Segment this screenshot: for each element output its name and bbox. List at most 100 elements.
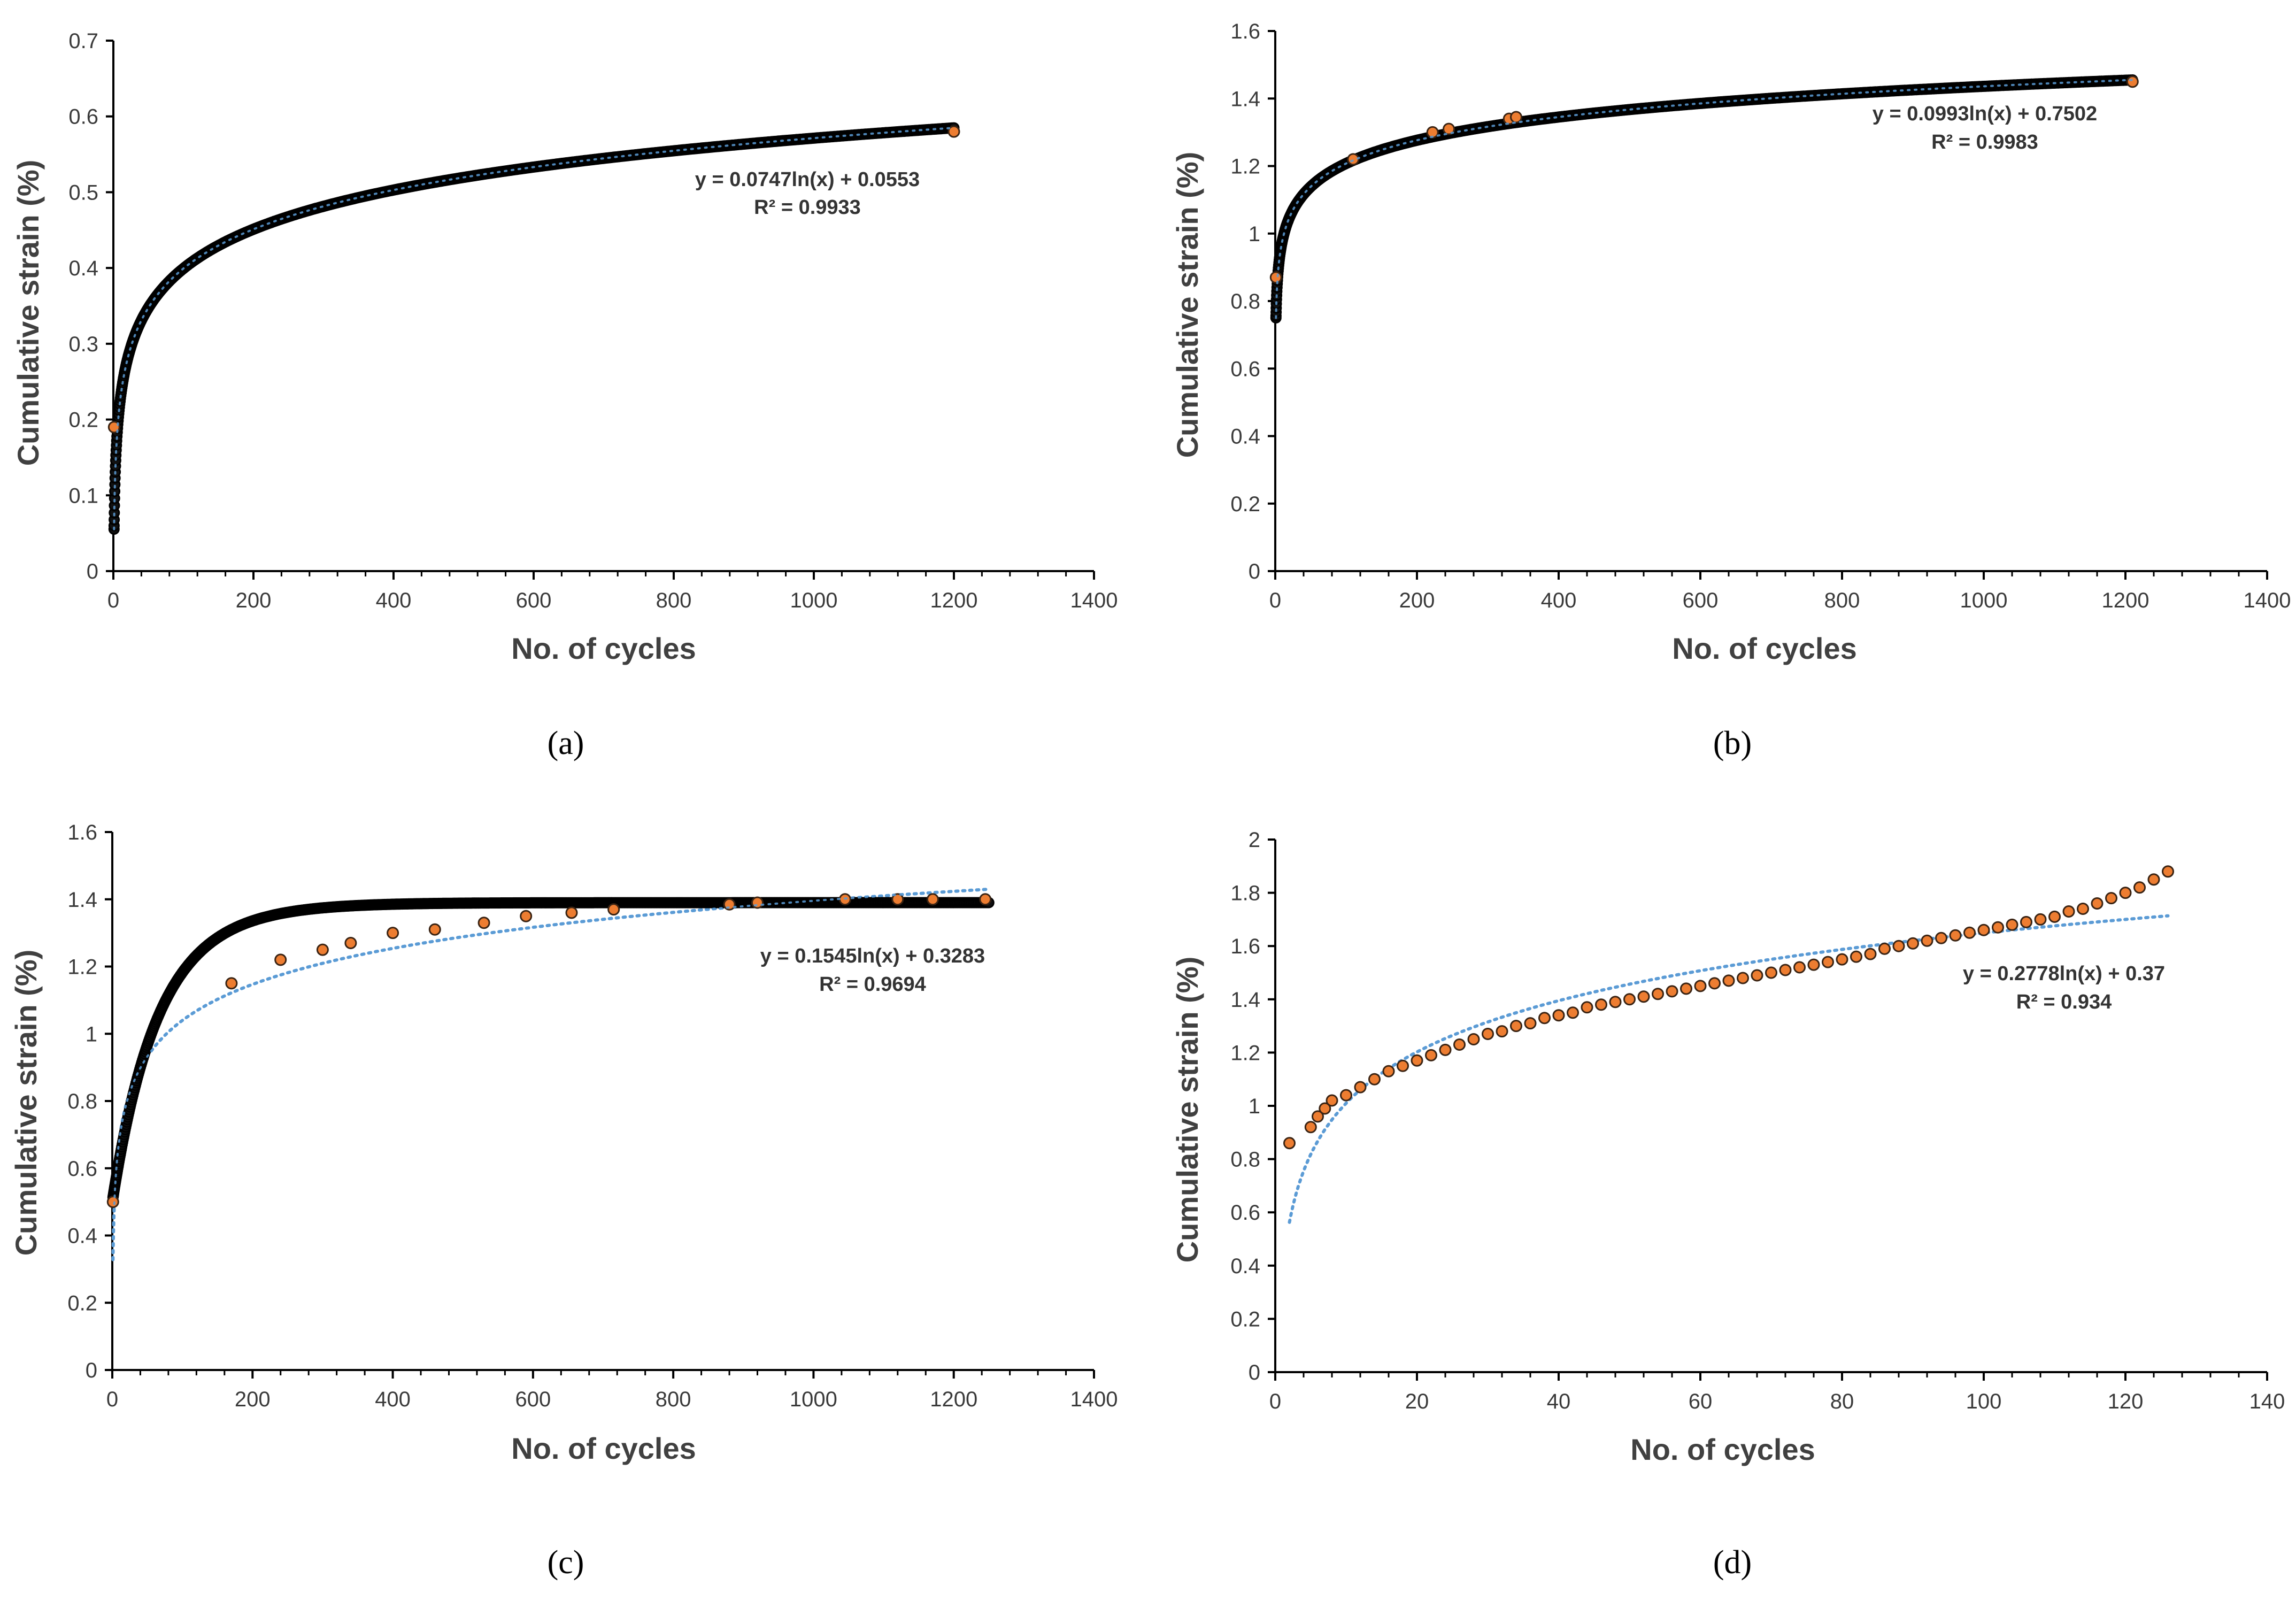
y-tick-label: 1 [86,1022,97,1046]
y-axis-title: Cumulative strain (%) [9,950,43,1256]
chart-panel-c: 0 0.2 0.4 0.6 0.8 1 1.2 1.4 1.6 0 200 400 600 800 1000… [9,821,1118,1581]
y-tick-label: 0.8 [67,1090,97,1113]
data-point [1609,996,1622,1009]
y-tick-label: 0.6 [68,105,98,129]
data-point [1411,1054,1423,1067]
y-tick-label: 0.2 [67,1291,97,1315]
r-squared: R² = 0.9983 [1931,131,2038,153]
data-point [1347,153,1360,166]
y-tick-label: 1.6 [1230,20,1260,43]
data-point [926,893,939,906]
x-tick-label: 200 [236,589,272,612]
y-tick-label: 1 [1249,1095,1260,1118]
trendline-equation: y = 0.0747ln(x) + 0.0553 [695,168,920,191]
data-point [947,125,960,138]
data-point [751,896,764,909]
data-point [1652,988,1664,1000]
y-axis-title: Cumulative strain (%) [1170,957,1204,1263]
y-tick-label: 0 [1249,560,1260,583]
y-tick-label: 1.2 [1230,155,1260,179]
y-axis-title: Cumulative strain (%) [11,160,45,466]
data-point [1482,1028,1494,1040]
y-tick-label: 0.6 [67,1157,97,1181]
y-tick-label: 0.1 [68,484,98,507]
y-tick-label: 1.4 [1230,988,1260,1012]
x-tick-label: 800 [1824,589,1860,612]
data-point [1397,1059,1409,1072]
r-squared: R² = 0.934 [2016,991,2112,1013]
x-tick-label: 0 [1269,1390,1281,1413]
data-point [1694,980,1707,992]
x-tick-label: 600 [516,589,552,612]
x-tick-label: 600 [1683,589,1719,612]
y-tick-label: 0.2 [1230,492,1260,516]
x-tick-label: 100 [1966,1390,2002,1413]
x-tick-label: 1000 [790,1388,837,1411]
y-tick-label: 2 [1249,828,1260,852]
data-point [1807,958,1820,971]
data-point [428,923,441,936]
x-tick-label: 40 [1547,1390,1571,1413]
x-tick-label: 1200 [2102,589,2149,612]
y-tick-label: 1.8 [1230,882,1260,905]
data-point [1878,942,1891,955]
x-tick-label: 20 [1405,1390,1429,1413]
y-tick-label: 0 [1249,1361,1260,1384]
data-point [1453,1038,1466,1051]
data-point [1312,1110,1324,1123]
data-point [1907,937,1919,950]
data-point [106,1196,119,1209]
data-point [2048,910,2061,923]
data-point [1822,956,1834,968]
panel-caption-c: (c) [548,1544,584,1581]
chart-panel-a: 0 0.1 0.2 0.3 0.4 0.5 0.6 0.7 0 200 400 600 800 1000 1… [11,29,1118,761]
data-point [1340,1089,1352,1102]
x-tick-label: 0 [1269,589,1281,612]
data-point [1510,111,1522,124]
data-point [979,893,992,906]
data-point [1949,929,1962,942]
y-tick-label: 0.4 [67,1225,97,1248]
y-tick-label: 0.2 [1230,1307,1260,1331]
y-tick-label: 1.2 [1230,1041,1260,1065]
data-point [1538,1012,1551,1025]
y-tick-label: 0.5 [68,181,98,204]
x-tick-label: 60 [1689,1390,1713,1413]
x-tick-label: 400 [1541,589,1577,612]
data-point [1269,271,1282,284]
x-tick-label: 1200 [930,589,978,612]
data-point [1304,1121,1317,1134]
data-point [2105,892,2117,905]
x-axis-title: No. of cycles [511,1431,696,1465]
data-point [1836,953,1848,966]
data-point [2119,887,2132,899]
data-point [1977,923,1990,936]
x-tick-label: 1400 [1070,589,1118,612]
x-tick-label: 1400 [2244,589,2291,612]
y-tick-label: 0.4 [68,257,98,280]
data-point [1319,1102,1331,1115]
data-point [1552,1009,1565,1022]
data-point [1425,1049,1437,1061]
data-point [891,893,904,906]
trendline [1288,914,2170,1224]
data-point [477,917,490,929]
data-point [1623,993,1636,1006]
data-point [2133,881,2146,894]
data-point [2162,865,2174,878]
panel-caption-b: (b) [1713,725,1752,761]
x-tick-label: 0 [107,589,119,612]
x-tick-label: 800 [656,1388,691,1411]
data-point [1708,977,1721,990]
trendline-equation: y = 0.0993ln(x) + 0.7502 [1873,103,2097,125]
x-tick-label: 400 [376,589,412,612]
y-tick-label: 0.7 [68,29,98,53]
y-tick-label: 0.4 [1230,425,1260,449]
r-squared: R² = 0.9694 [819,973,926,996]
y-tick-label: 1.4 [1230,87,1260,111]
data-point [2006,918,2018,931]
data-point [2062,905,2075,918]
data-point [1368,1073,1381,1086]
y-tick-label: 0.6 [1230,357,1260,381]
